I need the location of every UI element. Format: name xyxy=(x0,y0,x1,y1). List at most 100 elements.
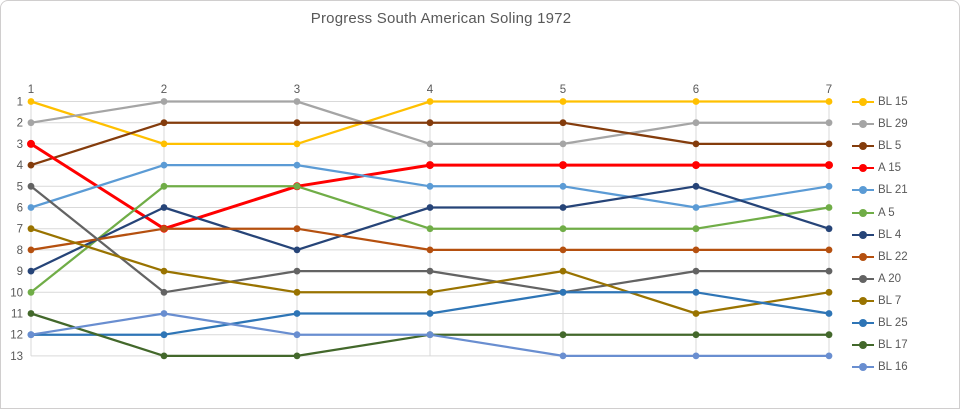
data-point-marker xyxy=(825,267,833,275)
legend-marker-dot xyxy=(859,252,867,261)
legend-marker-line xyxy=(852,230,874,239)
data-point-marker xyxy=(559,140,567,148)
data-point-marker xyxy=(825,352,833,360)
legend-marker-line xyxy=(852,164,874,173)
data-point-marker xyxy=(426,225,434,233)
legend-marker-line xyxy=(852,142,874,151)
legend-item: BL 25 xyxy=(852,312,908,334)
data-point-marker xyxy=(27,98,35,105)
data-point-marker xyxy=(692,288,700,296)
data-point-marker xyxy=(160,182,168,190)
y-tick-label: 7 xyxy=(17,224,23,236)
data-point-marker xyxy=(27,267,35,275)
series-bl-4 xyxy=(27,182,833,275)
data-point-marker xyxy=(293,267,301,275)
legend-label: A 20 xyxy=(878,272,902,285)
data-point-marker xyxy=(825,119,833,127)
x-tick-label: 1 xyxy=(28,84,34,96)
legend-marker-line xyxy=(852,186,874,195)
legend-item: A 5 xyxy=(852,201,908,223)
data-point-marker xyxy=(559,288,567,296)
data-point-marker xyxy=(426,182,434,190)
data-point-marker xyxy=(825,182,833,190)
data-point-marker xyxy=(293,225,301,233)
y-tick-label: 12 xyxy=(10,330,23,342)
data-point-marker xyxy=(559,98,567,105)
y-tick-label: 13 xyxy=(10,351,23,363)
data-point-marker xyxy=(293,161,301,169)
data-point-marker xyxy=(559,267,567,275)
series-bl-29 xyxy=(27,98,833,148)
x-tick-label: 3 xyxy=(294,84,300,96)
data-point-marker xyxy=(426,204,434,211)
data-point-marker xyxy=(426,267,434,275)
data-point-marker xyxy=(293,331,301,339)
legend-marker-dot xyxy=(859,142,867,151)
data-point-marker xyxy=(559,225,567,233)
legend-marker-dot xyxy=(859,318,867,327)
legend-item: A 15 xyxy=(852,157,908,179)
data-point-marker xyxy=(293,352,301,360)
data-point-marker xyxy=(692,225,700,233)
data-point-marker xyxy=(426,140,434,148)
data-point-marker xyxy=(160,98,168,105)
legend-label: BL 25 xyxy=(878,316,908,329)
data-point-marker xyxy=(825,98,833,105)
series-a-5 xyxy=(27,182,833,296)
data-point-marker xyxy=(692,119,700,127)
data-point-marker xyxy=(559,204,567,211)
legend-item: BL 22 xyxy=(852,246,908,268)
y-tick-label: 4 xyxy=(17,160,24,172)
series-bl-16 xyxy=(27,310,833,360)
legend-label: BL 22 xyxy=(878,250,908,263)
legend-marker-dot xyxy=(859,98,867,107)
data-point-marker xyxy=(27,139,35,148)
data-point-marker xyxy=(825,140,833,148)
data-point-marker xyxy=(160,288,168,296)
x-tick-label: 4 xyxy=(427,84,434,96)
series-bl-15 xyxy=(27,98,833,148)
data-point-marker xyxy=(825,246,833,254)
legend-item: BL 15 xyxy=(852,91,908,113)
legend-label: BL 15 xyxy=(878,96,908,109)
data-point-marker xyxy=(559,119,567,127)
data-point-marker xyxy=(692,204,700,211)
legend-marker-dot xyxy=(859,230,867,239)
legend-label: A 15 xyxy=(878,162,902,175)
legend-item: BL 17 xyxy=(852,334,908,356)
data-point-marker xyxy=(825,161,833,170)
data-point-marker xyxy=(27,246,35,254)
legend-marker-line xyxy=(852,274,874,283)
y-tick-label: 8 xyxy=(17,245,23,257)
legend-label: BL 29 xyxy=(878,118,908,131)
data-point-marker xyxy=(426,288,434,296)
legend-item: BL 16 xyxy=(852,356,908,378)
data-point-marker xyxy=(559,161,567,170)
data-point-marker xyxy=(692,161,700,170)
data-point-marker xyxy=(160,140,168,148)
legend-label: BL 4 xyxy=(878,228,902,241)
data-point-marker xyxy=(27,182,35,190)
data-point-marker xyxy=(825,288,833,296)
legend-marker-line xyxy=(852,341,874,350)
data-point-marker xyxy=(426,246,434,254)
y-tick-label: 11 xyxy=(11,309,23,321)
legend-item: BL 29 xyxy=(852,113,908,135)
series-bl-22 xyxy=(27,225,833,254)
data-point-marker xyxy=(692,98,700,105)
data-point-marker xyxy=(160,204,168,211)
data-point-marker xyxy=(692,352,700,360)
y-tick-label: 5 xyxy=(17,181,23,193)
legend-item: BL 21 xyxy=(852,179,908,201)
data-point-marker xyxy=(293,310,301,317)
legend-marker-dot xyxy=(859,164,867,173)
legend-marker-line xyxy=(852,296,874,305)
data-point-marker xyxy=(27,331,35,339)
data-point-marker xyxy=(27,204,35,211)
legend-marker-line xyxy=(852,318,874,327)
data-point-marker xyxy=(160,267,168,275)
legend-marker-dot xyxy=(859,120,867,129)
x-tick-label: 7 xyxy=(826,84,832,96)
data-point-marker xyxy=(692,310,700,317)
